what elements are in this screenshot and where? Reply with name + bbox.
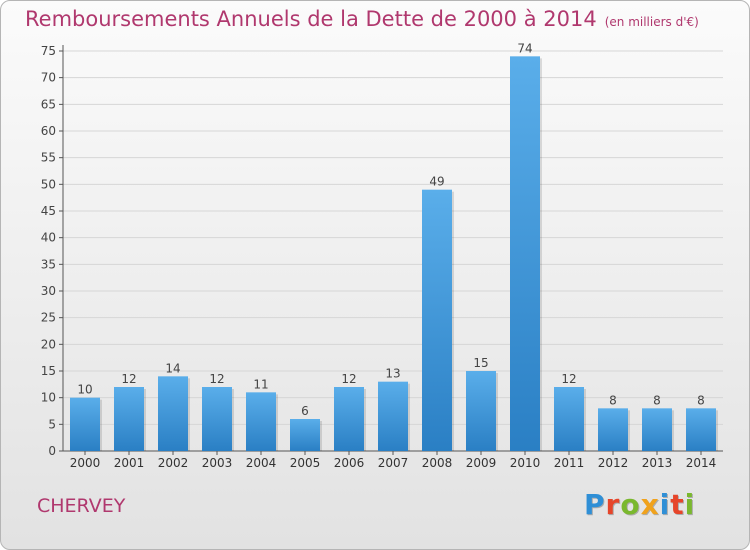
y-tick-label: 0 <box>48 444 56 458</box>
x-tick-label: 2013 <box>642 456 673 470</box>
data-label: 8 <box>697 393 705 407</box>
x-tick-label: 2014 <box>686 456 717 470</box>
logo-letter: P <box>584 488 606 521</box>
bar <box>158 376 188 451</box>
chart-title-unit: (en milliers d'€) <box>604 15 699 29</box>
y-tick-label: 75 <box>41 44 56 58</box>
data-label: 12 <box>341 372 356 386</box>
data-label: 6 <box>301 404 309 418</box>
data-label: 74 <box>517 41 532 55</box>
bar <box>114 387 144 451</box>
bar <box>246 392 276 451</box>
data-label: 12 <box>121 372 136 386</box>
data-label: 13 <box>385 367 400 381</box>
y-tick-label: 5 <box>48 417 56 431</box>
data-label: 10 <box>77 383 92 397</box>
bar <box>202 387 232 451</box>
data-label: 15 <box>473 356 488 370</box>
x-tick-label: 2000 <box>70 456 101 470</box>
x-tick-label: 2002 <box>158 456 189 470</box>
data-label: 12 <box>561 372 576 386</box>
x-tick-label: 2001 <box>114 456 145 470</box>
chart-title-main: Remboursements Annuels de la Dette de 20… <box>25 7 597 31</box>
x-tick-label: 2008 <box>422 456 453 470</box>
data-label: 49 <box>429 175 444 189</box>
y-tick-label: 15 <box>41 364 56 378</box>
bar <box>378 381 408 451</box>
data-label: 12 <box>209 372 224 386</box>
bar <box>554 387 584 451</box>
bar <box>686 408 716 451</box>
y-tick-label: 30 <box>41 284 56 298</box>
proxiti-logo[interactable]: Proxiti <box>584 488 695 521</box>
logo-letter: r <box>605 488 621 521</box>
logo-letter: i <box>659 488 671 521</box>
y-tick-label: 60 <box>41 124 56 138</box>
y-tick-label: 50 <box>41 177 56 191</box>
bar <box>290 419 320 451</box>
x-tick-label: 2006 <box>334 456 365 470</box>
x-tick-label: 2005 <box>290 456 321 470</box>
bar <box>466 371 496 451</box>
y-tick-label: 25 <box>41 311 56 325</box>
commune-name: CHERVEY <box>37 495 126 517</box>
bars <box>70 56 718 451</box>
x-tick-label: 2004 <box>246 456 277 470</box>
data-labels: 10 12 14 12 11 6 12 13 49 15 74 12 8 8 8 <box>77 41 704 418</box>
logo-letter: i <box>684 488 696 521</box>
data-label: 8 <box>609 393 617 407</box>
y-tick-label: 40 <box>41 231 56 245</box>
logo-letter: t <box>670 488 685 521</box>
x-tick-label: 2007 <box>378 456 409 470</box>
x-tick-label: 2011 <box>554 456 585 470</box>
bar <box>598 408 628 451</box>
y-tick-label: 10 <box>41 391 56 405</box>
x-tick-label: 2009 <box>466 456 497 470</box>
bar <box>70 397 100 451</box>
y-tick-label: 65 <box>41 97 56 111</box>
bar <box>334 387 364 451</box>
chart-title: Remboursements Annuels de la Dette de 20… <box>25 7 699 31</box>
x-tick-label: 2003 <box>202 456 233 470</box>
bar <box>422 189 452 451</box>
data-label: 8 <box>653 393 661 407</box>
data-label: 11 <box>253 377 268 391</box>
data-label: 14 <box>165 361 180 375</box>
x-tick-label: 2010 <box>510 456 541 470</box>
logo-letter: o <box>620 488 641 521</box>
bar <box>642 408 672 451</box>
logo-letter: x <box>640 488 660 521</box>
y-tick-label: 55 <box>41 151 56 165</box>
y-tick-label: 35 <box>41 257 56 271</box>
bar <box>510 56 540 451</box>
x-tick-label: 2012 <box>598 456 629 470</box>
y-tick-label: 20 <box>41 337 56 351</box>
y-tick-label: 70 <box>41 71 56 85</box>
y-tick-label: 45 <box>41 204 56 218</box>
